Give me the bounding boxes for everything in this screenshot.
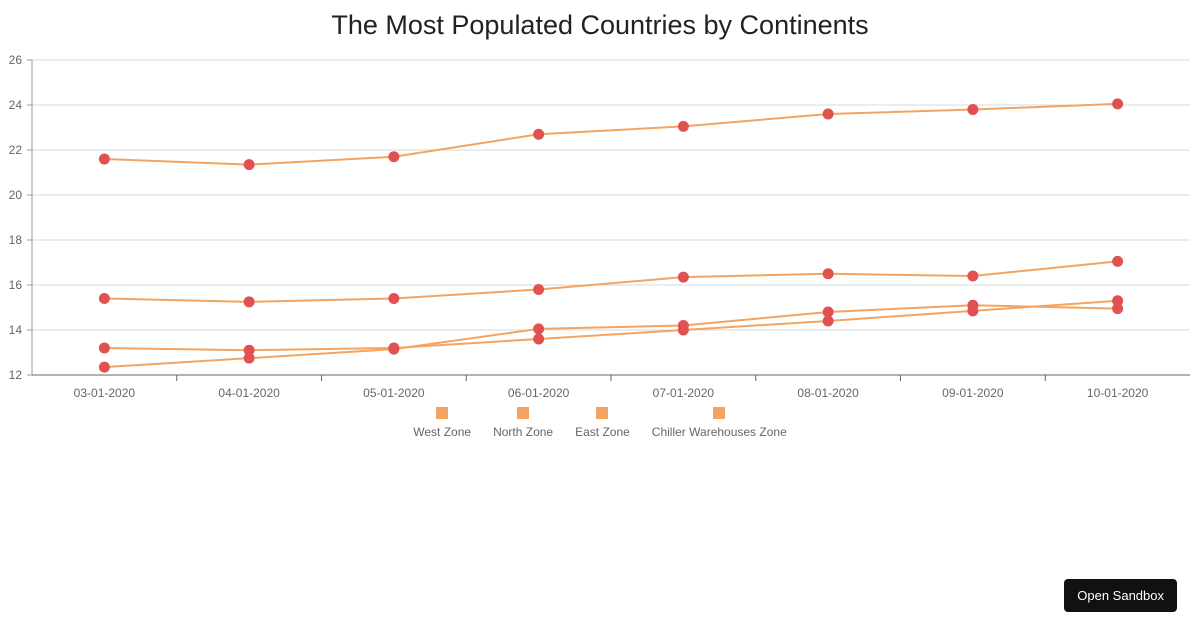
- open-sandbox-button[interactable]: Open Sandbox: [1064, 579, 1177, 612]
- legend-swatch: [596, 407, 609, 419]
- x-tick-label: 03-01-2020: [74, 386, 136, 400]
- legend: West Zone North Zone East Zone Chiller Ware…: [0, 407, 1200, 439]
- data-point-chiller-warehouses-zone[interactable]: [967, 299, 979, 311]
- legend-label: Chiller Warehouses Zone: [651, 425, 787, 439]
- data-point-west-zone[interactable]: [967, 104, 979, 115]
- x-tick-label: 07-01-2020: [653, 386, 715, 400]
- y-tick-label: 20: [9, 188, 23, 202]
- data-point-north-zone[interactable]: [1112, 255, 1124, 267]
- data-point-west-zone[interactable]: [388, 151, 400, 163]
- x-tick-label: 08-01-2020: [797, 386, 859, 400]
- data-point-east-zone[interactable]: [243, 344, 255, 356]
- data-point-east-zone[interactable]: [98, 342, 110, 354]
- legend-item[interactable]: North Zone: [493, 407, 553, 439]
- data-point-east-zone[interactable]: [1112, 295, 1124, 307]
- series-line-north-zone: [104, 260, 1118, 303]
- data-point-north-zone[interactable]: [533, 284, 545, 295]
- data-point-chiller-warehouses-zone[interactable]: [243, 352, 255, 364]
- y-tick-label: 14: [9, 323, 23, 337]
- data-point-west-zone[interactable]: [677, 120, 689, 132]
- data-point-west-zone[interactable]: [1112, 98, 1124, 110]
- series-line-west-zone: [104, 102, 1118, 166]
- legend-label: West Zone: [413, 425, 472, 439]
- series-line-east-zone: [104, 299, 1118, 352]
- x-tick-label: 05-01-2020: [363, 386, 425, 400]
- data-point-west-zone[interactable]: [533, 128, 545, 140]
- data-point-west-zone[interactable]: [98, 153, 110, 165]
- data-point-chiller-warehouses-zone[interactable]: [533, 323, 545, 335]
- series-line-chiller-warehouses-zone: [104, 304, 1118, 369]
- data-point-east-zone[interactable]: [533, 333, 545, 345]
- x-tick-label: 09-01-2020: [942, 386, 1004, 400]
- data-point-north-zone[interactable]: [677, 271, 689, 283]
- y-tick-label: 18: [9, 233, 23, 247]
- data-point-chiller-warehouses-zone[interactable]: [677, 320, 689, 331]
- legend-item[interactable]: East Zone: [575, 407, 630, 439]
- series-layer: [98, 98, 1124, 373]
- legend-label: North Zone: [493, 425, 554, 439]
- data-point-north-zone[interactable]: [967, 270, 979, 282]
- legend-item[interactable]: West Zone: [413, 407, 471, 439]
- data-point-north-zone[interactable]: [98, 293, 110, 304]
- data-point-west-zone[interactable]: [243, 159, 255, 171]
- data-point-east-zone[interactable]: [822, 315, 834, 327]
- data-point-chiller-warehouses-zone[interactable]: [388, 343, 400, 355]
- y-tick-label: 16: [9, 278, 23, 292]
- line-chart: 12 14 16 18 20 22 24 26 03-01-2020 04-01-2020 05-0…: [9, 53, 1190, 400]
- y-tick-label: 22: [9, 143, 23, 157]
- y-tick-label: 26: [9, 53, 23, 67]
- legend-swatch: [436, 407, 449, 419]
- grid-layer: [32, 59, 1190, 331]
- data-point-north-zone[interactable]: [388, 293, 400, 304]
- data-point-chiller-warehouses-zone[interactable]: [98, 361, 110, 373]
- legend-swatch: [517, 407, 530, 419]
- axis-layer: 12 14 16 18 20 22 24 26 03-01-2020 04-01-2020 05-0…: [9, 53, 1190, 400]
- legend-swatch: [713, 407, 726, 419]
- x-tick-label: 04-01-2020: [218, 386, 280, 400]
- legend-item[interactable]: Chiller Warehouses Zone: [652, 407, 787, 439]
- x-tick-label: 10-01-2020: [1087, 386, 1149, 400]
- data-point-chiller-warehouses-zone[interactable]: [1112, 303, 1124, 315]
- legend-label: East Zone: [575, 425, 630, 439]
- x-tick-label: 06-01-2020: [508, 386, 570, 400]
- data-point-chiller-warehouses-zone[interactable]: [822, 306, 834, 318]
- chart-title: The Most Populated Countries by Continen…: [331, 10, 869, 40]
- data-point-north-zone[interactable]: [243, 296, 255, 308]
- y-tick-label: 12: [9, 368, 23, 382]
- y-tick-label: 24: [9, 98, 23, 112]
- data-point-west-zone[interactable]: [822, 108, 834, 120]
- data-point-north-zone[interactable]: [822, 268, 834, 280]
